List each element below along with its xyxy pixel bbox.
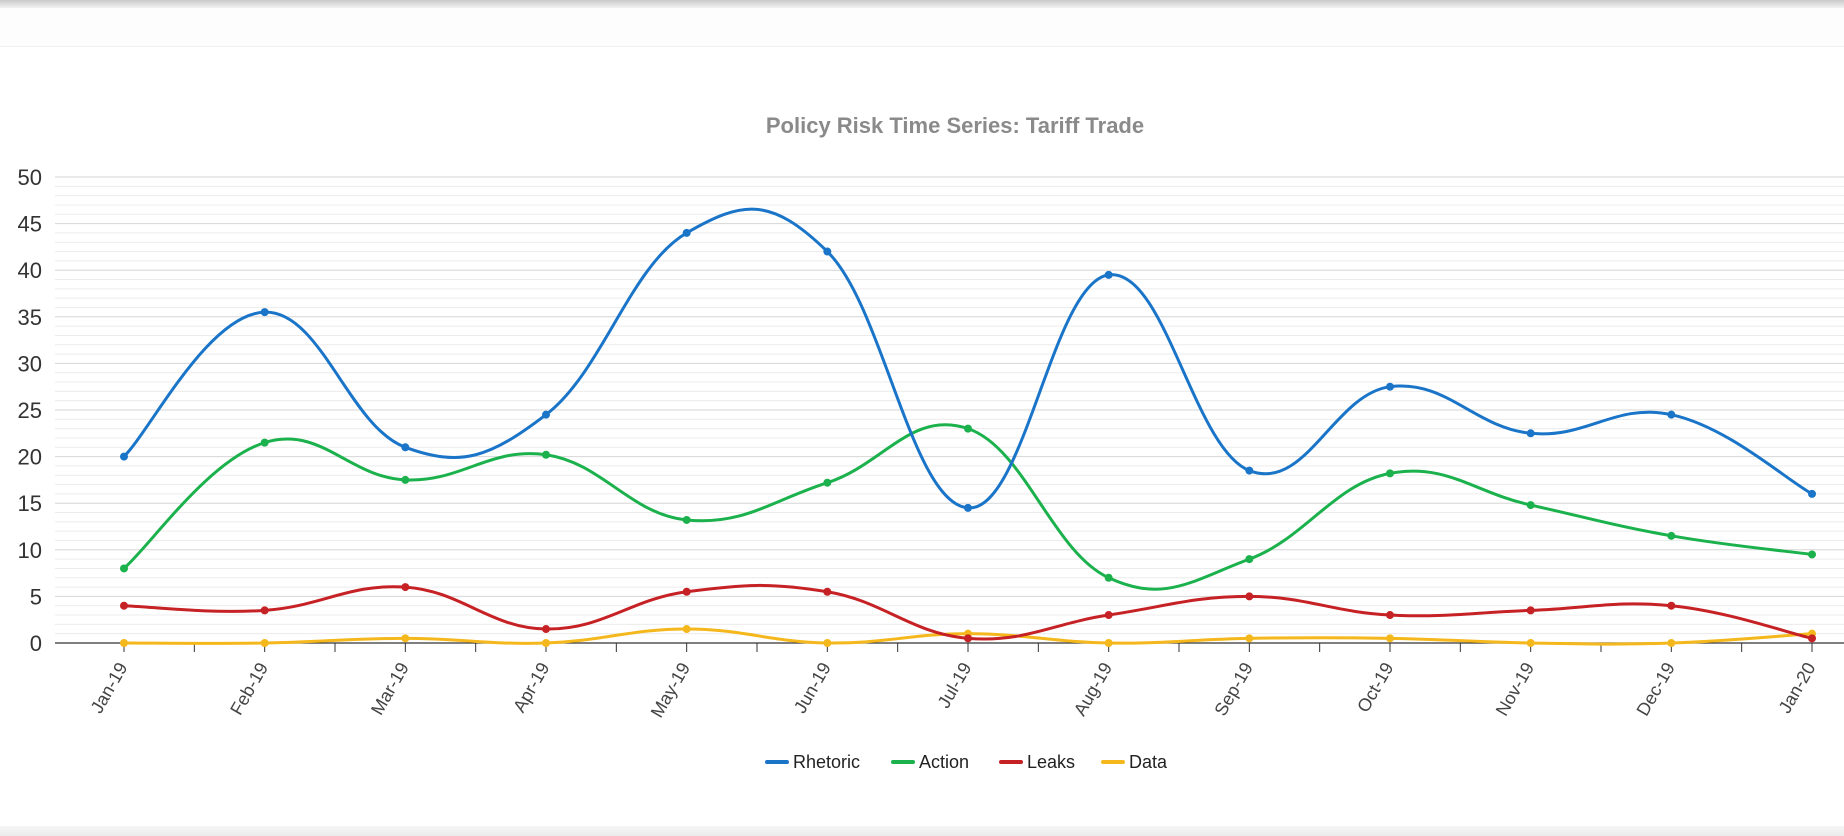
action-point xyxy=(1245,555,1254,564)
action-point xyxy=(964,424,972,433)
legend: Rhetoric Action Leaks Data xyxy=(765,752,1168,772)
action-point xyxy=(823,478,832,487)
y-tick-label: 25 xyxy=(18,398,42,423)
action-point xyxy=(1386,469,1394,478)
series-data xyxy=(120,625,1816,647)
data-point xyxy=(401,634,410,643)
legend-label-leaks: Leaks xyxy=(1027,752,1075,772)
leaks-point xyxy=(1667,601,1676,610)
data-point xyxy=(823,639,832,647)
data-point xyxy=(1386,634,1394,643)
leaks-point xyxy=(1104,611,1113,620)
rhetoric-point xyxy=(542,410,550,419)
top-shadow xyxy=(0,0,1844,8)
rhetoric-point xyxy=(1245,466,1254,475)
leaks-point xyxy=(401,583,410,592)
x-tick-label: Sep-19 xyxy=(1210,659,1256,719)
series-action xyxy=(120,423,1816,591)
leaks-point xyxy=(120,601,128,610)
action-point xyxy=(401,475,410,484)
rhetoric-point xyxy=(682,228,691,237)
x-tick-label: Oct-19 xyxy=(1353,659,1397,716)
x-tick-label: Jan-19 xyxy=(87,659,132,717)
action-point xyxy=(682,515,691,524)
rhetoric-point xyxy=(120,452,128,461)
y-tick-label: 30 xyxy=(18,351,42,376)
rhetoric-point xyxy=(1526,429,1535,438)
y-tick-label: 40 xyxy=(18,258,42,283)
data-point xyxy=(1526,639,1535,647)
x-tick-label: Feb-19 xyxy=(226,659,272,718)
series-rhetoric xyxy=(120,207,1816,512)
action-point xyxy=(1667,531,1676,540)
action-point xyxy=(1808,550,1816,559)
action-point xyxy=(1104,573,1113,582)
x-tick-label: Jul-19 xyxy=(934,659,976,711)
x-axis: Jan-19 Feb-19 Mar-19 Apr-19 May-19 Jun-19 Jul-… xyxy=(87,643,1820,721)
x-tick-label: Aug-19 xyxy=(1070,659,1116,719)
data-point xyxy=(682,625,691,634)
grid xyxy=(55,176,1844,644)
series-leaks xyxy=(120,583,1816,643)
bottom-edge xyxy=(0,826,1844,836)
y-tick-label: 15 xyxy=(18,491,42,516)
rhetoric-point xyxy=(260,308,269,317)
rhetoric-point xyxy=(1667,410,1676,419)
series-lines xyxy=(120,207,1816,647)
rhetoric-point xyxy=(964,503,972,512)
data-point xyxy=(260,639,269,647)
x-tick-label: May-19 xyxy=(647,659,694,721)
legend-label-action: Action xyxy=(919,752,969,772)
leaks-point xyxy=(1386,611,1394,620)
leaks-point xyxy=(823,587,832,596)
rhetoric-line xyxy=(122,207,1814,510)
rhetoric-point xyxy=(1386,382,1394,391)
y-tick-label: 35 xyxy=(18,305,42,330)
x-tick-label: Apr-19 xyxy=(509,659,553,716)
rhetoric-point xyxy=(401,443,410,452)
x-tick-label: Dec-19 xyxy=(1632,659,1678,719)
leaks-point xyxy=(542,625,550,634)
legend-item-leaks: Leaks xyxy=(999,752,1075,772)
action-point xyxy=(542,450,550,459)
legend-label-rhetoric: Rhetoric xyxy=(793,752,860,772)
rhetoric-point xyxy=(1104,270,1113,279)
action-point xyxy=(260,438,269,447)
y-axis: 0 5 10 15 20 25 30 35 40 45 50 xyxy=(18,165,42,656)
y-tick-label: 50 xyxy=(18,165,42,190)
action-point xyxy=(1526,501,1535,510)
rhetoric-point xyxy=(1808,489,1816,498)
leaks-point xyxy=(1808,634,1816,643)
data-point xyxy=(1667,639,1676,647)
y-tick-label: 20 xyxy=(18,445,42,470)
legend-label-data: Data xyxy=(1129,752,1168,772)
x-tick-label: Mar-19 xyxy=(367,659,413,718)
y-tick-label: 5 xyxy=(30,584,42,609)
leaks-point xyxy=(682,587,691,596)
data-point xyxy=(1104,639,1113,647)
x-tick-label: Nov-19 xyxy=(1492,659,1538,719)
y-tick-label: 45 xyxy=(18,212,42,237)
leaks-point xyxy=(1245,592,1254,601)
x-tick-label: Jan-20 xyxy=(1775,659,1820,717)
leaks-point xyxy=(260,606,269,615)
legend-item-action: Action xyxy=(891,752,969,772)
data-point xyxy=(542,639,550,647)
data-point xyxy=(1245,634,1254,643)
y-tick-label: 10 xyxy=(18,538,42,563)
x-tick-label: Jun-19 xyxy=(790,659,835,717)
legend-item-data: Data xyxy=(1101,752,1168,772)
action-point xyxy=(120,564,128,573)
data-point xyxy=(120,639,128,647)
rhetoric-point xyxy=(823,247,832,256)
chart-title: Policy Risk Time Series: Tariff Trade xyxy=(766,113,1144,138)
legend-item-rhetoric: Rhetoric xyxy=(765,752,860,772)
leaks-point xyxy=(964,634,972,643)
top-band xyxy=(0,8,1844,47)
leaks-point xyxy=(1526,606,1535,615)
y-tick-label: 0 xyxy=(30,631,42,656)
